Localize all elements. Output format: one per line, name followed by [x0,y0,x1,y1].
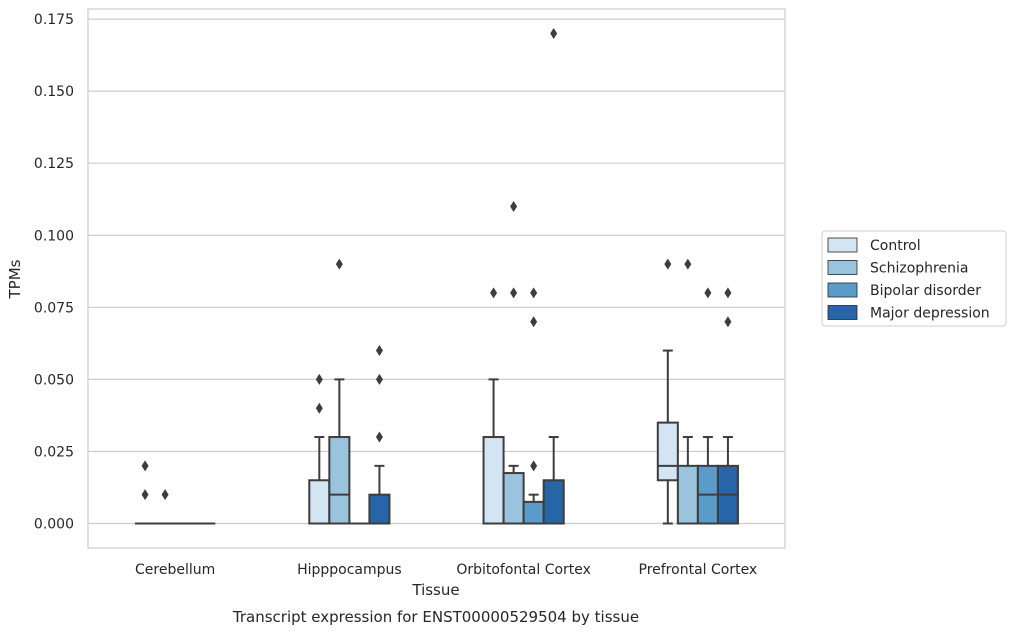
outlier-point [315,373,323,385]
legend-frame [821,230,1007,327]
x-tick-label: Orbitofontal Cortex [456,562,591,578]
box-1-0 [308,373,331,525]
box-3-0 [656,258,679,525]
box-3-1 [676,258,699,525]
legend-swatch [827,237,858,253]
outlier-point [335,258,343,270]
outlier-point [315,402,323,414]
outlier-point [141,489,149,501]
box-0-1 [155,489,176,525]
legend: Control Schizophrenia Bipolar disorder Majo… [821,230,1007,327]
chart-title: Transcript expression for ENST0000052950… [232,608,639,626]
box-body [656,421,679,482]
outlier-point [550,28,558,39]
y-tick-label: 0.025 [34,444,74,460]
box-body [308,479,331,525]
y-axis-label: TPMs [6,259,24,299]
grid-lines [88,18,785,525]
y-tick-label: 0.075 [34,300,74,316]
legend-label: Control [870,238,921,254]
y-tick-label: 0.125 [34,156,74,172]
box-2-3 [542,28,565,525]
x-tick-label: Cerebellum [135,562,215,578]
x-tick-labels: Cerebellum Hipppocampus Orbitofontal Corte… [135,562,757,578]
outlier-point [664,258,672,270]
box-0-0 [135,460,156,525]
y-tick-label: 0.000 [34,517,74,533]
x-axis-label: Tissue [411,581,459,599]
y-tick-label: 0.175 [34,12,74,28]
outlier-point [141,460,149,472]
outlier-point [704,287,712,299]
box-3-3 [716,287,739,525]
box-3-2 [696,287,719,525]
plot-area-frame [87,8,786,549]
outlier-point [490,287,498,299]
x-tick-label: Prefrontal Cortex [639,562,758,578]
outlier-point [375,373,383,385]
box-body [368,493,391,525]
box-body [502,472,525,525]
outlier-point [530,287,538,299]
outlier-point [684,258,692,270]
outlier-point [530,316,538,328]
outlier-point [375,345,383,357]
legend-swatch [827,305,858,320]
legend-label: Schizophrenia [870,261,968,277]
box-body [542,479,565,525]
box-1-1 [328,258,351,525]
box-body [522,500,545,525]
y-tick-label: 0.100 [34,228,74,244]
outlier-point [510,287,518,299]
legend-label: Major depression [870,306,990,322]
box-2-1 [502,200,525,525]
box-2-2 [522,287,545,525]
outlier-point [530,460,538,472]
outlier-point [724,287,732,299]
box-2-0 [482,287,505,525]
y-tick-labels: 0.000 0.025 0.050 0.075 0.100 0.125 0.150 0.175 [34,12,74,532]
box-body [482,436,505,525]
legend-swatch [827,282,858,298]
outlier-point [375,431,383,443]
outlier-point [724,316,732,328]
box-1-3 [368,345,391,525]
x-tick-label: Hipppocampus [297,562,402,578]
legend-label: Bipolar disorder [870,283,981,299]
outlier-point [510,200,518,212]
legend-swatch [827,260,858,275]
outlier-point [161,489,169,501]
box-body [676,464,699,525]
boxes [135,28,739,525]
y-tick-label: 0.150 [34,84,74,100]
y-tick-label: 0.050 [34,372,74,388]
box-body [328,436,351,525]
